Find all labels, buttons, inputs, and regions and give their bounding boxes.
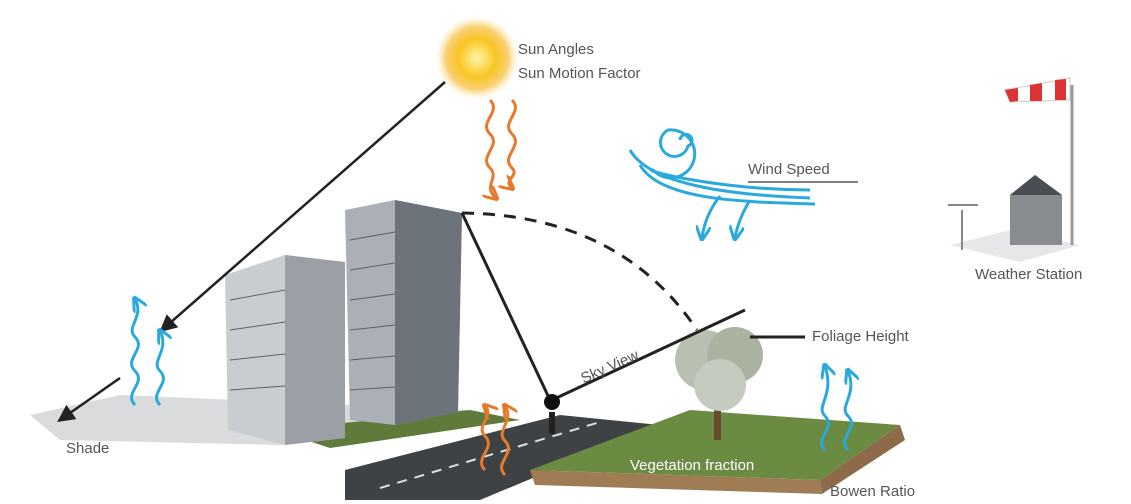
- person: [549, 412, 555, 434]
- diagram: Sun Angles Sun Motion Factor Wind Speed …: [0, 0, 1131, 504]
- observer: [544, 394, 560, 410]
- label: Wind Speed: [748, 161, 830, 178]
- label: Foliage Height: [812, 328, 910, 345]
- label: Sky View: [578, 347, 641, 388]
- buildings: [225, 200, 462, 445]
- label: Vegetation fraction: [630, 457, 754, 474]
- sun: [435, 16, 519, 100]
- wind: [630, 130, 858, 238]
- label: Weather Station: [975, 266, 1082, 283]
- ground: [30, 395, 905, 500]
- label: Shade: [66, 440, 109, 457]
- label: Sun Angles: [518, 41, 594, 58]
- label: Bowen Ratio: [830, 483, 915, 500]
- weather-station: [948, 78, 1080, 262]
- label: Sun Motion Factor: [518, 65, 641, 82]
